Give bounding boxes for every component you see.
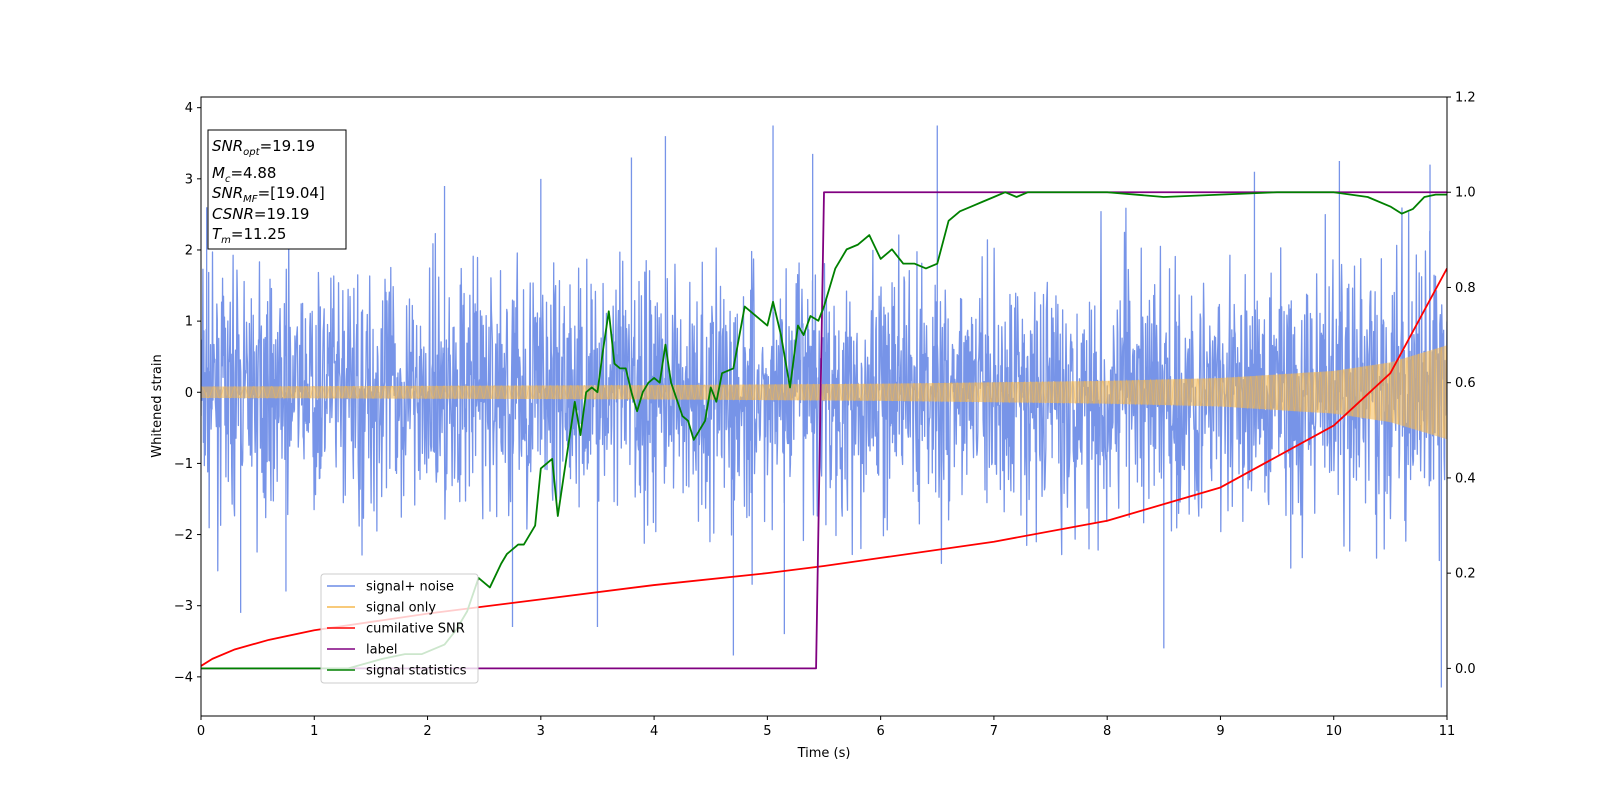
y2-tick-label: 0.0 [1455, 662, 1476, 677]
x-tick-label: 9 [1216, 724, 1224, 739]
y-axis-ticks: −4 −3 −2 −1 0 1 2 3 4 [174, 101, 201, 685]
y2-tick: 1.0 [1447, 186, 1476, 201]
y-tick: 1 [185, 315, 201, 330]
y-tick-label: −2 [174, 528, 193, 543]
x-tick: 11 [1439, 716, 1456, 739]
cumulative-snr-line [201, 267, 1447, 667]
x-tick: 0 [197, 716, 205, 739]
x-tick: 8 [1103, 716, 1111, 739]
legend-item-signal-noise: signal+ noise [327, 580, 454, 595]
info-tm: Tm=11.25 [212, 225, 286, 246]
info-csnr: CSNR=19.19 [212, 205, 309, 223]
x-tick-label: 11 [1439, 724, 1456, 739]
signal-only-band [201, 345, 1447, 440]
y-tick-label: −3 [174, 599, 193, 614]
y-tick: −2 [174, 528, 201, 543]
legend-label-label: label [366, 643, 397, 658]
x-tick-label: 3 [537, 724, 545, 739]
y2-tick-label: 0.6 [1455, 376, 1476, 391]
legend-label-cumulative-snr: cumilative SNR [366, 622, 465, 637]
series-lines [201, 191, 1447, 670]
y-tick-label: 0 [185, 386, 193, 401]
label-line [201, 191, 1447, 670]
y-tick-label: 2 [185, 243, 193, 258]
y-tick: 3 [185, 172, 201, 187]
series-signal-only [201, 345, 1447, 440]
legend-label-signal-statistics: signal statistics [366, 664, 467, 679]
y2-tick: 0.0 [1447, 662, 1476, 677]
x-tick: 4 [650, 716, 658, 739]
info-mc: Mc=4.88 [212, 164, 276, 185]
info-snr-opt: SNRopt=19.19 [212, 137, 315, 158]
y-tick: −4 [174, 670, 201, 685]
y-tick: 0 [185, 386, 201, 401]
y-tick-label: −1 [174, 457, 193, 472]
y2-axis-ticks: 0.0 0.2 0.4 0.6 0.8 1.0 1.2 [1447, 91, 1476, 677]
y2-tick-label: 0.2 [1455, 567, 1476, 582]
y2-tick: 0.4 [1447, 471, 1476, 486]
y2-tick: 1.2 [1447, 91, 1476, 106]
y-tick: −1 [174, 457, 201, 472]
x-tick-label: 4 [650, 724, 658, 739]
x-tick-label: 2 [423, 724, 431, 739]
x-tick: 7 [990, 716, 998, 739]
x-tick-label: 6 [876, 724, 884, 739]
x-tick-label: 5 [763, 724, 771, 739]
legend-item-signal-statistics: signal statistics [327, 664, 467, 679]
y-tick: 2 [185, 243, 201, 258]
legend-label-signal-noise: signal+ noise [366, 580, 454, 595]
x-tick-label: 0 [197, 724, 205, 739]
y-tick-label: −4 [174, 670, 193, 685]
y-tick: 4 [185, 101, 201, 116]
info-box: SNRopt=19.19 Mc=4.88 SNRMF=[19.04] CSNR=… [207, 129, 347, 250]
axes-frame [200, 96, 1448, 717]
x-tick: 5 [763, 716, 772, 739]
x-tick: 1 [310, 716, 318, 739]
y2-tick-label: 0.8 [1455, 281, 1476, 296]
x-tick: 9 [1216, 716, 1225, 739]
y2-tick: 0.6 [1447, 376, 1476, 391]
y-tick-label: 4 [185, 101, 193, 116]
y-axis-label: Whitened strain [150, 354, 165, 457]
y2-tick-label: 0.4 [1455, 471, 1476, 486]
legend-item-label: label [327, 643, 397, 658]
x-tick-label: 1 [310, 724, 318, 739]
x-tick-label: 8 [1103, 724, 1111, 739]
legend-label-signal-only: signal only [366, 601, 436, 616]
signal-noise-line [201, 125, 1447, 688]
x-tick-label: 10 [1325, 724, 1342, 739]
legend-item-cumulative-snr: cumilative SNR [327, 622, 465, 637]
y-tick-label: 1 [185, 315, 193, 330]
info-snr-mf: SNRMF=[19.04] [212, 184, 325, 205]
y2-tick: 0.8 [1447, 281, 1476, 296]
y2-tick: 0.2 [1447, 567, 1476, 582]
x-tick: 3 [537, 716, 545, 739]
x-tick: 2 [423, 716, 432, 739]
x-tick: 6 [876, 716, 885, 739]
x-axis-ticks: 0 1 2 3 4 5 6 7 8 9 10 11 [197, 716, 1455, 739]
y2-tick-label: 1.0 [1455, 186, 1476, 201]
legend-item-signal-only: signal only [327, 601, 436, 616]
y-tick-label: 3 [185, 172, 193, 187]
plot-area [200, 96, 1448, 717]
x-tick-label: 7 [990, 724, 998, 739]
series-signal-noise [201, 125, 1447, 688]
x-axis-label: Time (s) [797, 746, 851, 761]
legend: signal+ noise signal only cumilative SNR… [320, 573, 479, 684]
x-tick: 10 [1325, 716, 1342, 739]
y2-tick-label: 1.2 [1455, 91, 1476, 106]
signal-only-line [201, 345, 1447, 438]
y-tick: −3 [174, 599, 201, 614]
signal-statistics-line [201, 191, 1447, 670]
